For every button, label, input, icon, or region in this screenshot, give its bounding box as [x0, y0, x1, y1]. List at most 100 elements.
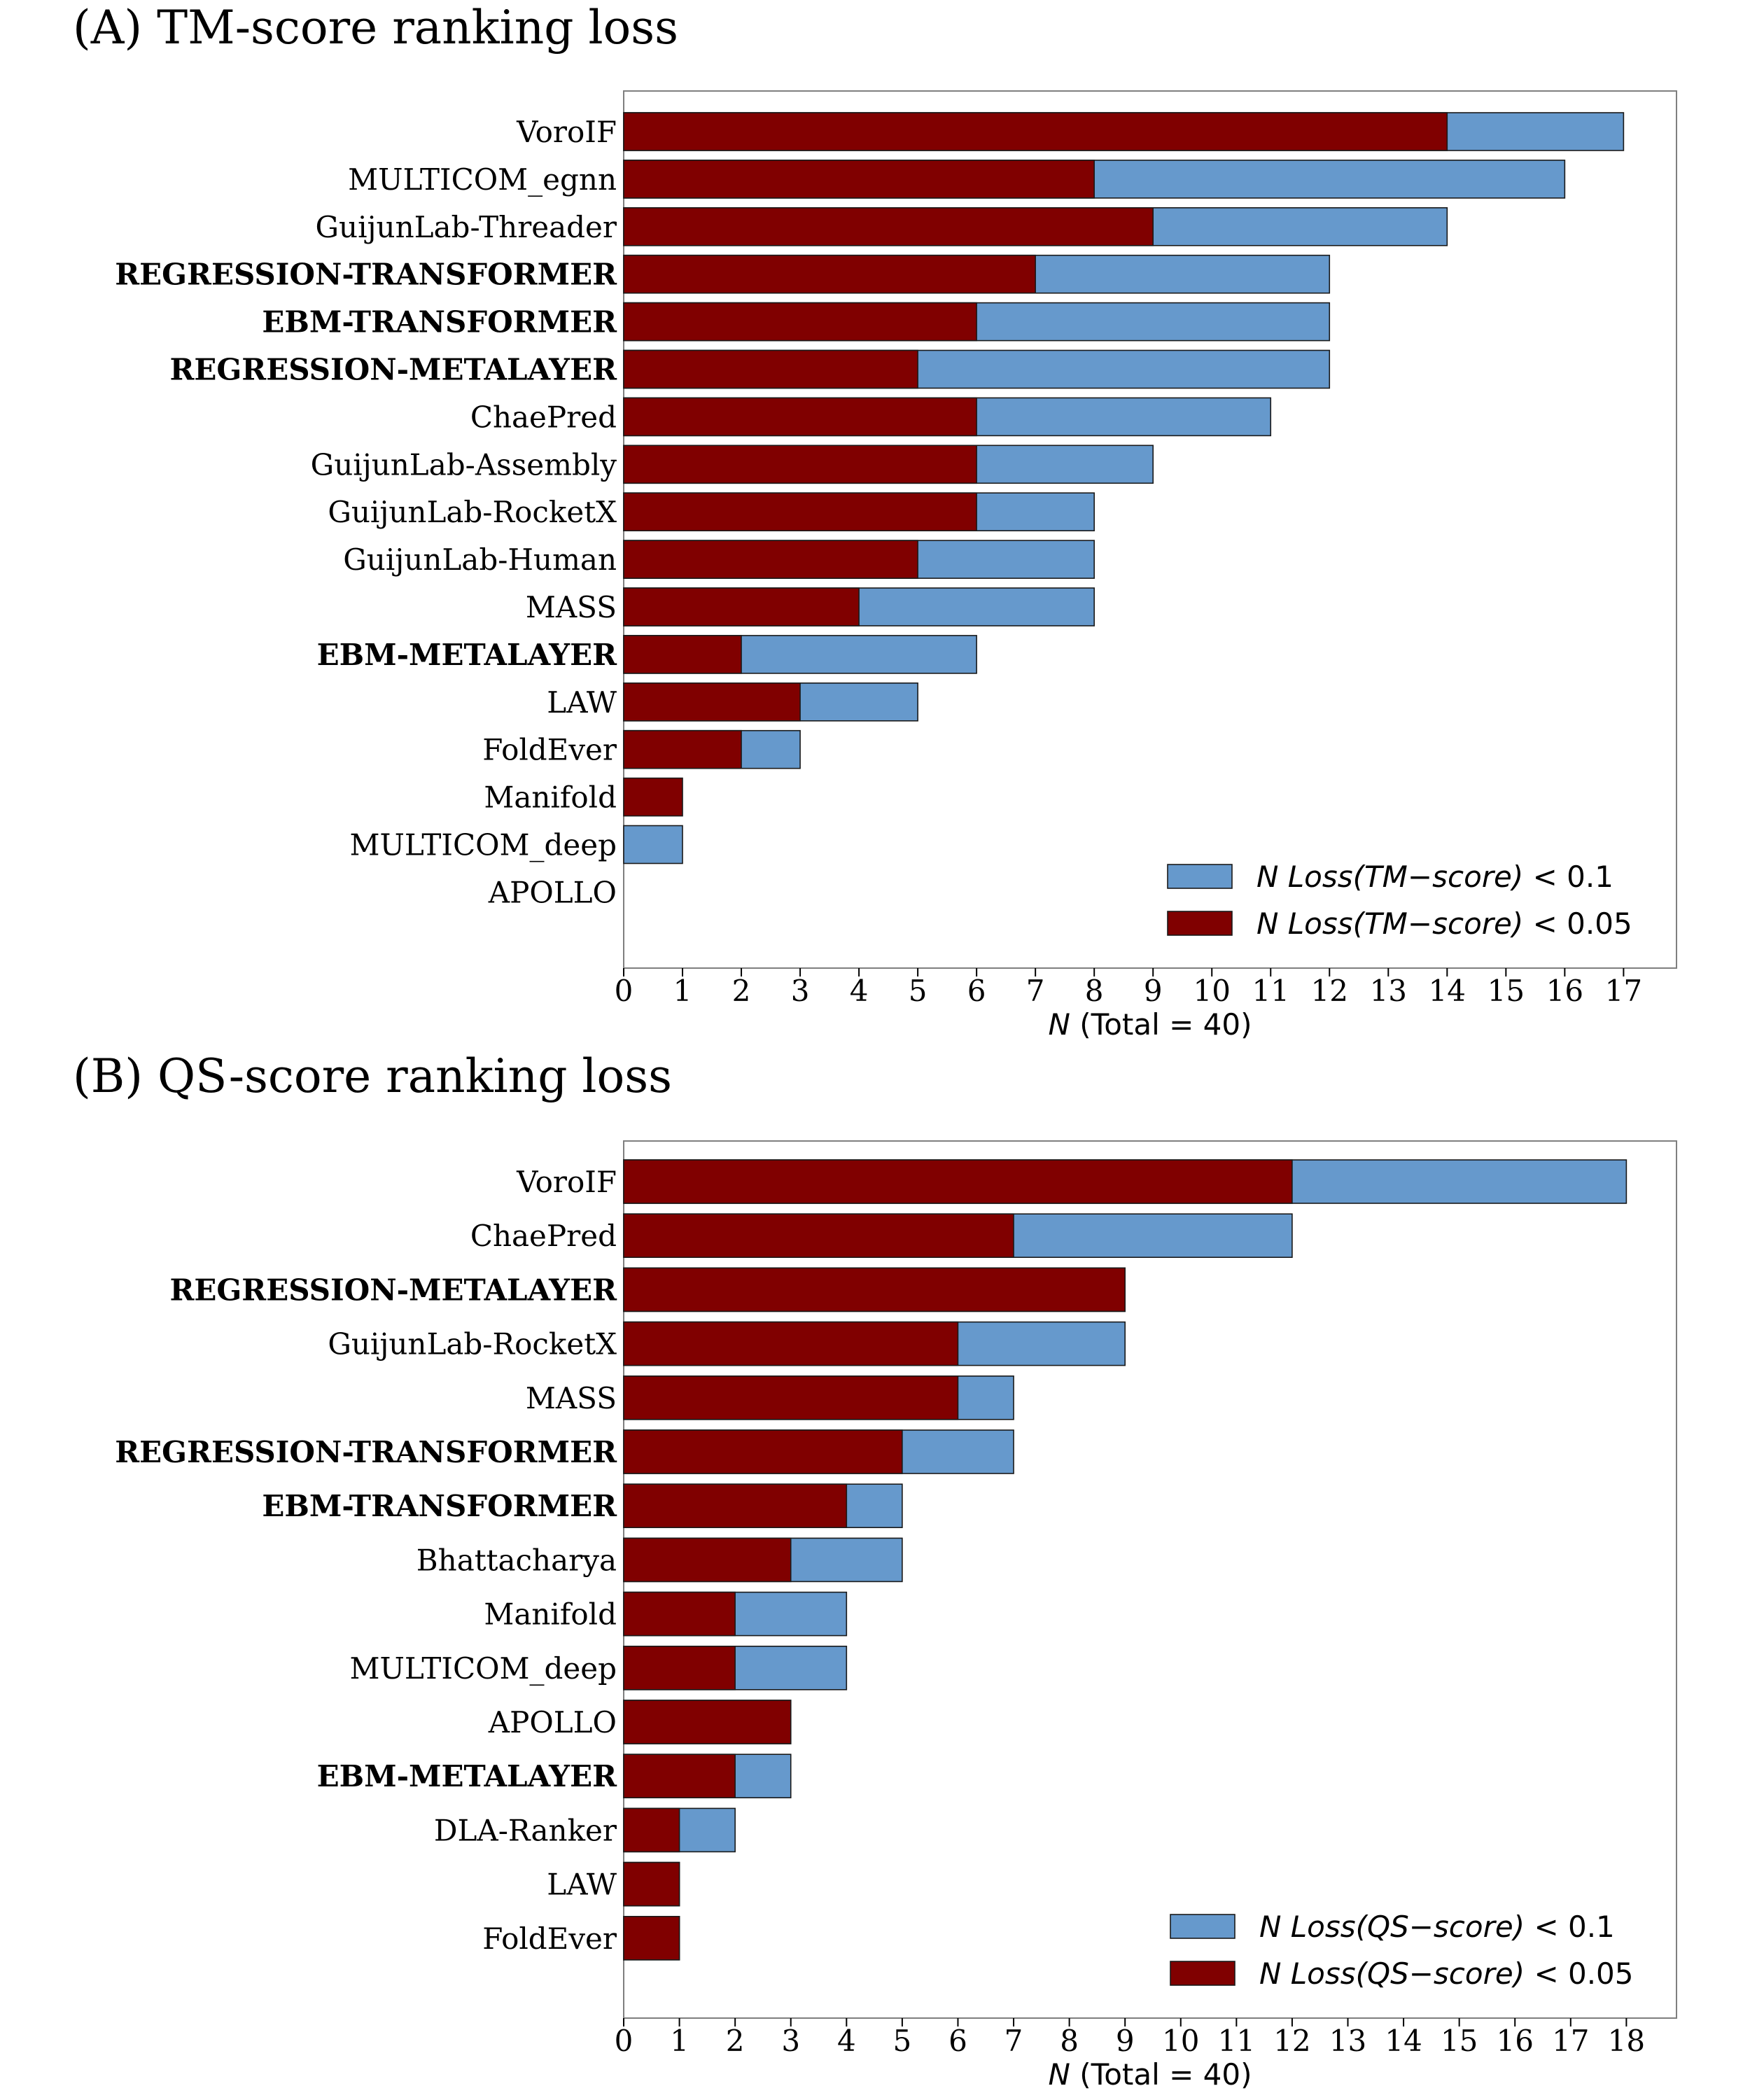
x-tick-label: 9 [1144, 974, 1163, 1008]
x-axis-label-rest: (Total = 40) [1070, 2057, 1252, 2092]
y-tick-label: MASS [526, 590, 617, 624]
y-tick-label: REGRESSION-METALAYER [170, 1273, 618, 1307]
x-tick-label: 15 [1441, 2024, 1478, 2058]
bar-VoroIF-loss-lt-0.05 [623, 1159, 1293, 1204]
legend-entry-var: N Loss(TM−score) [1256, 860, 1523, 894]
legend-swatch [1170, 1961, 1236, 1986]
y-tick-label: FoldEver [482, 1921, 617, 1956]
chart-title: (A) TM-score ranking loss [73, 1, 678, 55]
bar-GuijunLab-Assembly-loss-lt-0.05 [623, 444, 977, 484]
legend-entry-rest: < 0.1 [1523, 860, 1614, 894]
x-tick-label: 11 [1252, 974, 1289, 1008]
bar-REGRESSION-METALAYER-loss-lt-0.05 [623, 349, 918, 389]
chart-panel-a: (A) TM-score ranking loss VoroIF MULTICOM_… [73, 1, 1677, 1042]
y-tick-label: Manifold [484, 780, 617, 815]
x-tick-label: 9 [1116, 2024, 1135, 2058]
x-tick-label: 10 [1193, 974, 1230, 1008]
bar-GuijunLab-Threader-loss-lt-0.05 [623, 206, 1154, 246]
chart-title: (B) QS-score ranking loss [73, 1049, 672, 1103]
x-tick-label: 16 [1497, 2024, 1534, 2058]
y-tick-label: Manifold [484, 1597, 617, 1632]
y-tick-label: REGRESSION-TRANSFORMER [115, 1435, 617, 1469]
bar-DLA-Ranker-loss-lt-0.05 [623, 1807, 680, 1853]
y-tick-label: EBM-TRANSFORMER [262, 305, 617, 340]
chart-panel-b: (B) QS-score ranking loss VoroIF ChaePred R… [73, 1049, 1677, 2092]
legend-swatch [1167, 911, 1233, 936]
bar-Manifold-loss-lt-0.05 [623, 1591, 736, 1637]
x-tick-label: 6 [967, 974, 986, 1008]
y-tick-label: DLA-Ranker [434, 1813, 617, 1847]
x-tick-label: 10 [1162, 2024, 1199, 2058]
x-tick-label: 18 [1608, 2024, 1645, 2058]
bar-REGRESSION-METALAYER-loss-lt-0.05 [623, 1267, 1126, 1312]
bar-GuijunLab-Human-loss-lt-0.05 [623, 540, 918, 579]
x-tick-label: 4 [837, 2024, 856, 2058]
y-tick-label: EBM-METALAYER [317, 1759, 618, 1793]
x-tick-label: 12 [1273, 2024, 1310, 2058]
y-tick-label: APOLLO [488, 1705, 617, 1740]
y-tick-label: LAW [547, 685, 617, 720]
x-tick-label: 17 [1605, 974, 1642, 1008]
bar-MULTICOM_egnn-loss-lt-0.05 [623, 160, 1095, 199]
x-tick-label: 5 [893, 2024, 912, 2058]
legend-entry: N Loss(QS−score) < 0.1 [1259, 1910, 1615, 1944]
x-axis-label-var: N [1049, 1007, 1070, 1042]
legend-entry-rest: < 0.1 [1525, 1910, 1615, 1944]
y-tick-label: APOLLO [488, 875, 617, 909]
y-tick-label: GuijunLab-Threader [315, 210, 617, 244]
bar-ChaePred-loss-lt-0.05 [623, 1213, 1014, 1258]
bar-LAW-loss-lt-0.05 [623, 682, 801, 722]
x-tick-label: 16 [1546, 974, 1583, 1008]
bar-MASS-loss-lt-0.05 [623, 587, 860, 626]
x-tick-label: 2 [732, 974, 751, 1008]
x-tick-label: 0 [615, 974, 634, 1008]
bar-REGRESSION-TRANSFORMER-loss-lt-0.05 [623, 254, 1036, 294]
bar-MULTICOM_deep-loss-lt-0.05 [623, 1646, 736, 1690]
bar-FoldEver-loss-lt-0.05 [623, 729, 742, 769]
x-axis-label-var: N [1049, 2057, 1070, 2092]
y-tick-label: FoldEver [482, 733, 617, 767]
legend-entry: N Loss(TM−score) < 0.1 [1256, 860, 1614, 894]
legend-entry-var: N Loss(QS−score) [1259, 1910, 1525, 1944]
legend-entry-var: N Loss(TM−score) [1256, 906, 1523, 941]
x-axis-label-rest: (Total = 40) [1070, 1007, 1252, 1042]
x-tick-label: 14 [1429, 974, 1466, 1008]
legend-entry: N Loss(QS−score) < 0.05 [1259, 1956, 1634, 1991]
y-tick-label: MULTICOM_egnn [348, 162, 617, 197]
bar-MULTICOM_deep-loss-lt-0.1 [623, 825, 683, 864]
x-tick-label: 1 [673, 974, 692, 1008]
x-tick-label: 2 [726, 2024, 745, 2058]
x-tick-label: 8 [1060, 2024, 1079, 2058]
bar-VoroIF-loss-lt-0.05 [623, 112, 1448, 151]
bar-GuijunLab-RocketX-loss-lt-0.05 [623, 492, 977, 532]
bar-EBM-TRANSFORMER-loss-lt-0.05 [623, 1483, 848, 1528]
y-tick-label: ChaePred [470, 400, 617, 434]
y-tick-label: LAW [547, 1868, 617, 1902]
x-tick-label: 15 [1488, 974, 1525, 1008]
y-tick-label: REGRESSION-TRANSFORMER [115, 258, 617, 292]
x-tick-label: 3 [781, 2024, 800, 2058]
y-tick-label: GuijunLab-Human [343, 542, 617, 577]
bar-ChaePred-loss-lt-0.05 [623, 397, 977, 437]
y-tick-label: ChaePred [470, 1219, 617, 1253]
x-tick-label: 14 [1385, 2024, 1422, 2058]
x-axis-label: N (Total = 40) [1049, 2057, 1252, 2092]
x-tick-label: 8 [1085, 974, 1104, 1008]
legend-swatch [1167, 864, 1233, 889]
x-tick-label: 13 [1329, 2024, 1366, 2058]
y-tick-label: Bhattacharya [416, 1543, 617, 1577]
x-tick-label: 6 [948, 2024, 967, 2058]
bar-GuijunLab-RocketX-loss-lt-0.05 [623, 1321, 959, 1366]
bar-Manifold-loss-lt-0.05 [623, 777, 683, 817]
y-tick-label: VoroIF [516, 115, 617, 149]
x-tick-label: 5 [909, 974, 927, 1008]
y-tick-label: VoroIF [516, 1165, 617, 1199]
bar-REGRESSION-TRANSFORMER-loss-lt-0.05 [623, 1429, 903, 1474]
x-tick-label: 3 [791, 974, 810, 1008]
legend-entry-rest: < 0.05 [1525, 1956, 1633, 1991]
x-tick-label: 0 [615, 2024, 634, 2058]
bar-EBM-TRANSFORMER-loss-lt-0.05 [623, 302, 977, 342]
x-tick-label: 1 [670, 2024, 689, 2058]
y-tick-label: MULTICOM_deep [349, 1651, 617, 1686]
